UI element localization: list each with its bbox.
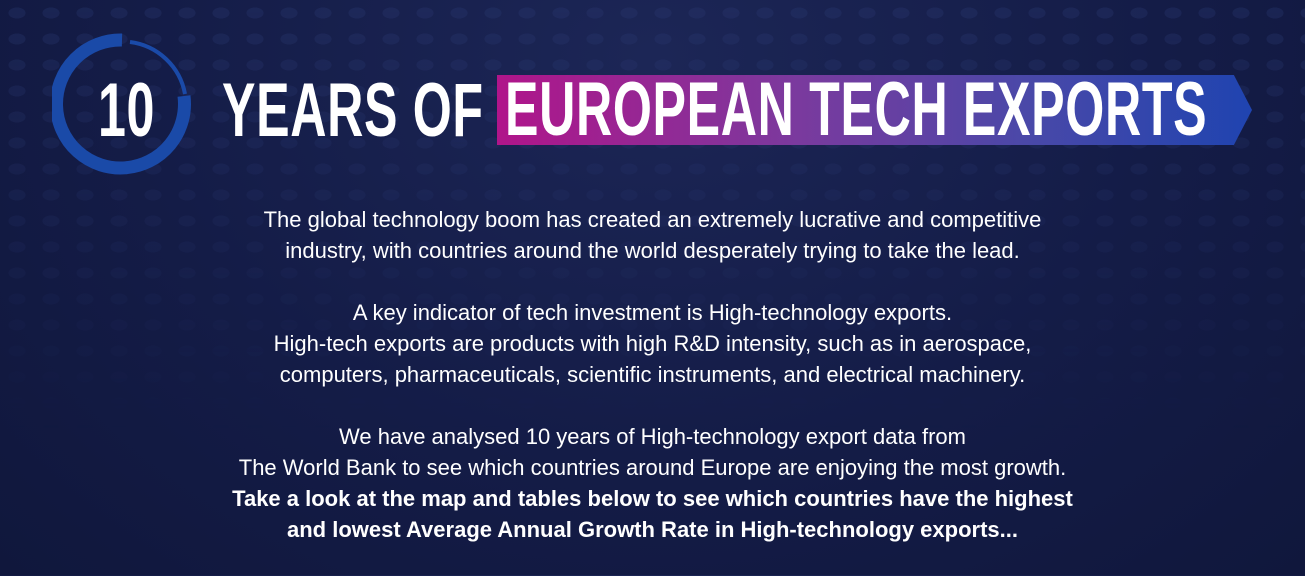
- text-line: We have analysed 10 years of High-techno…: [339, 424, 966, 449]
- paragraph-1: The global technology boom has created a…: [0, 204, 1305, 266]
- text-line: industry, with countries around the worl…: [285, 238, 1020, 263]
- text-line: The World Bank to see which countries ar…: [238, 455, 1067, 480]
- paragraph-2: A key indicator of tech investment is Hi…: [0, 297, 1305, 390]
- progress-ring-icon: [52, 33, 191, 175]
- bold-text-line: Take a look at the map and tables below …: [232, 486, 1073, 511]
- title-banner: EUROPEAN TECH EXPORTS: [497, 75, 1252, 145]
- intro-text: The global technology boom has created a…: [0, 204, 1305, 576]
- text-line: computers, pharmaceuticals, scientific i…: [279, 362, 1026, 387]
- title-plain: YEARS OF: [222, 68, 484, 153]
- bold-text-line: and lowest Average Annual Growth Rate in…: [287, 517, 1018, 542]
- text-line: A key indicator of tech investment is Hi…: [352, 300, 953, 325]
- title-highlight: EUROPEAN TECH EXPORTS: [505, 67, 1208, 152]
- text-line: The global technology boom has created a…: [263, 207, 1042, 232]
- text-line: High-tech exports are products with high…: [273, 331, 1032, 356]
- paragraph-3: We have analysed 10 years of High-techno…: [0, 421, 1305, 545]
- years-number: 10: [98, 68, 156, 153]
